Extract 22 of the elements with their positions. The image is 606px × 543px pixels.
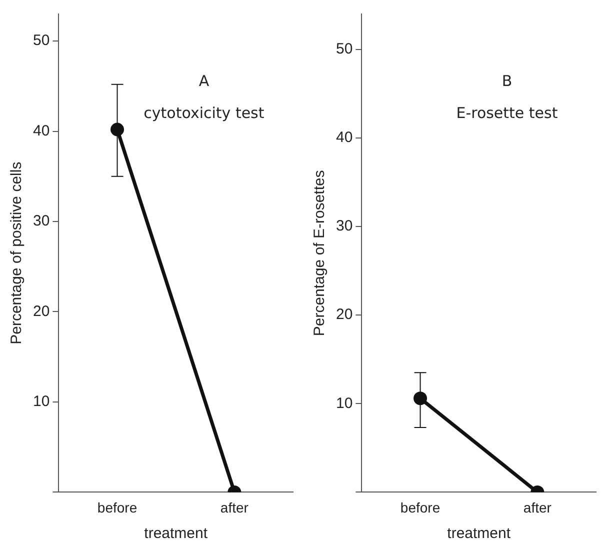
y-axis-title: Percentage of E-rosettes: [311, 170, 328, 336]
y-tick-label: 10: [32, 393, 50, 410]
x-tick-label: after: [220, 499, 249, 516]
x-axis-title: treatment: [447, 525, 512, 542]
y-tick-label: 20: [336, 306, 353, 324]
x-axis-title: treatment: [144, 525, 208, 542]
text: A: [198, 72, 210, 90]
text: B: [502, 72, 512, 90]
y-tick-label: 30: [336, 218, 353, 235]
y-axis-title: Percentage of positive cells: [8, 162, 26, 344]
x-tick-label: before: [97, 499, 138, 516]
text: cytotoxicity test: [144, 104, 264, 122]
y-tick-label: 50: [336, 40, 353, 58]
y-tick-label: 40: [336, 129, 353, 146]
x-tick-label: after: [523, 499, 552, 516]
y-tick-label: 50: [32, 32, 50, 50]
y-tick-label: 30: [32, 212, 50, 230]
text: E-rosette test: [456, 104, 558, 122]
y-tick-label: 40: [32, 122, 50, 140]
y-tick-label: 20: [32, 302, 50, 320]
x-tick-label: before: [400, 499, 440, 516]
y-tick-label: 10: [336, 394, 353, 412]
